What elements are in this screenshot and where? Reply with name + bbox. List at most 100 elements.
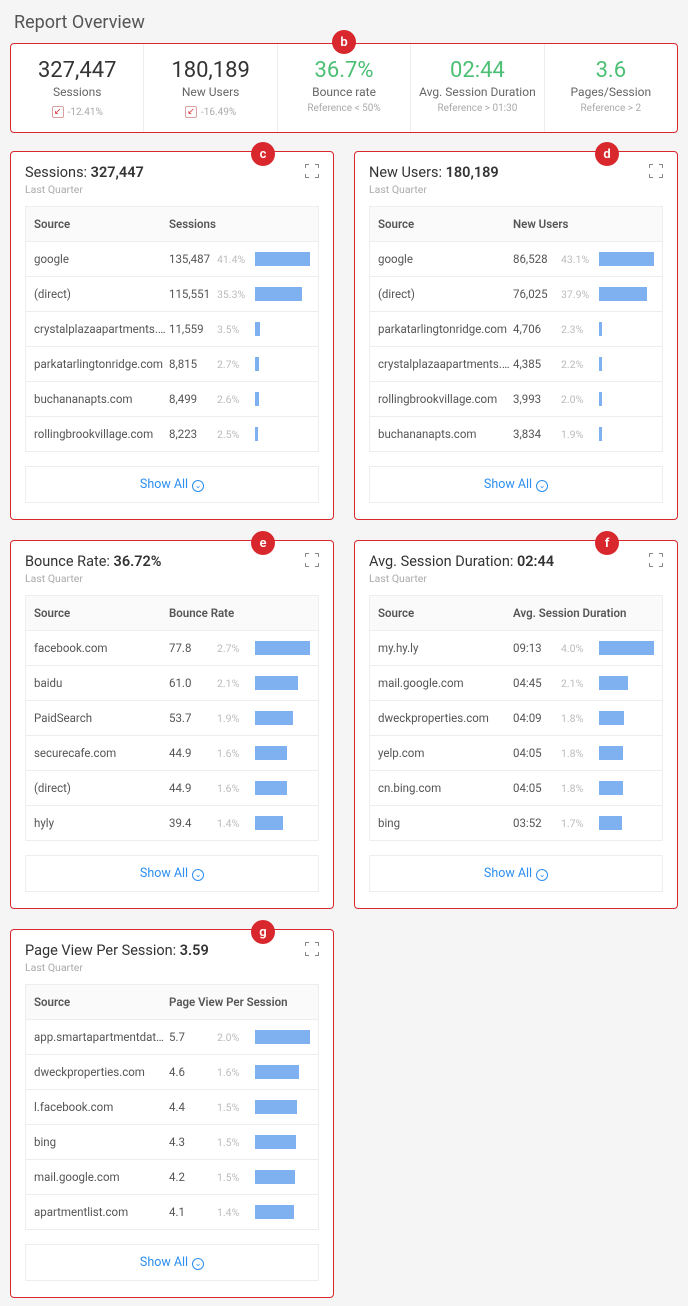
row-value: 76,025 xyxy=(513,287,561,301)
row-bar xyxy=(599,287,647,301)
row-value: 86,528 xyxy=(513,252,561,266)
row-percent: 2.6% xyxy=(217,393,255,406)
table-row: facebook.com77.82.7% xyxy=(26,631,318,666)
row-bar-wrap xyxy=(255,781,310,795)
badge-d: d xyxy=(595,142,619,166)
expand-icon[interactable] xyxy=(305,553,319,567)
row-value: 3,993 xyxy=(513,392,561,406)
col-header-metric: Avg. Session Duration xyxy=(513,606,654,620)
overview-sessions-value: 327,447 xyxy=(17,58,137,83)
expand-icon[interactable] xyxy=(305,164,319,178)
row-value: 8,223 xyxy=(169,427,217,441)
show-all-label: Show All xyxy=(140,1255,188,1270)
row-percent: 2.0% xyxy=(561,393,599,406)
overview-pages-ref: Reference > 2 xyxy=(551,103,671,114)
row-percent: 3.5% xyxy=(217,323,255,336)
show-all-button[interactable]: Show All⌄ xyxy=(369,466,663,503)
row-bar-wrap xyxy=(599,816,654,830)
arrow-down-icon: ↙ xyxy=(52,106,64,118)
row-bar xyxy=(255,1030,310,1044)
row-percent: 1.8% xyxy=(561,712,599,725)
expand-icon[interactable] xyxy=(649,553,663,567)
card-title-value: 3.59 xyxy=(180,942,209,959)
overview-pages: 3.6 Pages/Session Reference > 2 xyxy=(545,44,677,132)
row-source: cn.bing.com xyxy=(378,781,513,795)
row-value: 44.9 xyxy=(169,746,217,760)
row-bar-wrap xyxy=(599,287,654,301)
row-bar xyxy=(255,1170,295,1184)
data-table: SourceBounce Ratefacebook.com77.82.7%bai… xyxy=(25,595,319,841)
row-bar xyxy=(255,427,258,441)
row-percent: 4.0% xyxy=(561,642,599,655)
row-value: 61.0 xyxy=(169,676,217,690)
row-bar-wrap xyxy=(599,392,654,406)
row-bar xyxy=(599,427,602,441)
card-title-label: New Users: xyxy=(369,164,446,181)
row-percent: 1.5% xyxy=(217,1171,255,1184)
row-bar xyxy=(599,641,654,655)
show-all-button[interactable]: Show All⌄ xyxy=(25,855,319,892)
overview-bounce-ref: Reference < 50% xyxy=(284,103,404,114)
row-value: 39.4 xyxy=(169,816,217,830)
row-percent: 1.6% xyxy=(217,747,255,760)
row-bar-wrap xyxy=(255,252,310,266)
badge-f: f xyxy=(595,531,619,555)
card-title: New Users: 180,189 xyxy=(369,164,499,181)
row-source: mail.google.com xyxy=(34,1170,169,1184)
row-percent: 41.4% xyxy=(217,253,255,266)
row-percent: 1.7% xyxy=(561,817,599,830)
overview-pages-label: Pages/Session xyxy=(551,85,671,99)
row-bar xyxy=(255,287,302,301)
expand-icon[interactable] xyxy=(649,164,663,178)
table-row: baidu61.02.1% xyxy=(26,666,318,701)
table-row: buchananapts.com3,8341.9% xyxy=(370,417,662,452)
row-source: parkatarlingtonridge.com xyxy=(34,357,169,371)
row-value: 4.6 xyxy=(169,1065,217,1079)
arrow-down-icon: ↙ xyxy=(185,106,197,118)
card-title-label: Avg. Session Duration: xyxy=(369,553,517,570)
row-value: 4.3 xyxy=(169,1135,217,1149)
row-source: dweckproperties.com xyxy=(34,1065,169,1079)
row-value: 44.9 xyxy=(169,781,217,795)
row-percent: 1.8% xyxy=(561,747,599,760)
row-bar xyxy=(255,676,298,690)
row-bar xyxy=(255,711,293,725)
row-bar-wrap xyxy=(255,816,310,830)
card-title-label: Page View Per Session: xyxy=(25,942,180,959)
row-bar xyxy=(599,676,628,690)
row-source: (direct) xyxy=(34,781,169,795)
row-bar-wrap xyxy=(599,322,654,336)
col-header-source: Source xyxy=(34,995,169,1009)
card-title-value: 180,189 xyxy=(446,164,499,181)
row-source: (direct) xyxy=(34,287,169,301)
expand-icon[interactable] xyxy=(305,942,319,956)
row-bar-wrap xyxy=(255,1135,310,1149)
show-all-button[interactable]: Show All⌄ xyxy=(25,466,319,503)
row-bar-wrap xyxy=(255,1100,310,1114)
row-percent: 2.1% xyxy=(561,677,599,690)
col-header-metric: New Users xyxy=(513,217,654,231)
show-all-label: Show All xyxy=(484,477,532,492)
row-percent: 1.5% xyxy=(217,1136,255,1149)
row-source: bing xyxy=(34,1135,169,1149)
show-all-button[interactable]: Show All⌄ xyxy=(369,855,663,892)
overview-new-users-label: New Users xyxy=(150,85,270,99)
row-percent: 37.9% xyxy=(561,288,599,301)
row-bar xyxy=(255,781,287,795)
row-value: 4.4 xyxy=(169,1100,217,1114)
card-title: Sessions: 327,447 xyxy=(25,164,144,181)
row-source: dweckproperties.com xyxy=(378,711,513,725)
row-bar-wrap xyxy=(255,711,310,725)
row-value: 135,487 xyxy=(169,252,217,266)
row-value: 5.7 xyxy=(169,1030,217,1044)
table-row: parkatarlingtonridge.com4,7062.3% xyxy=(370,312,662,347)
row-value: 8,815 xyxy=(169,357,217,371)
row-source: baidu xyxy=(34,676,169,690)
row-bar xyxy=(255,1065,299,1079)
row-percent: 2.3% xyxy=(561,323,599,336)
table-row: bing4.31.5% xyxy=(26,1125,318,1160)
show-all-button[interactable]: Show All⌄ xyxy=(25,1244,319,1281)
table-row: hyly39.41.4% xyxy=(26,806,318,841)
row-value: 53.7 xyxy=(169,711,217,725)
card-title-value: 36.72% xyxy=(114,553,162,570)
